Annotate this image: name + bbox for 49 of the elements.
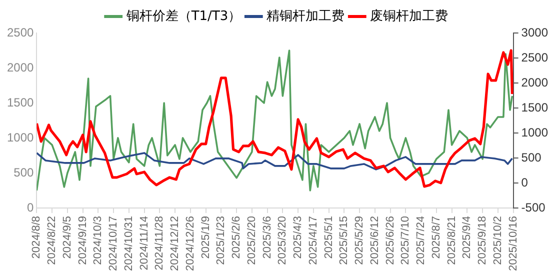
x-tick-label: 2025/10/16: [507, 216, 520, 272]
x-tick-label: 2025/8/7: [430, 216, 442, 259]
x-tick-label: 2025/7/24: [415, 216, 428, 265]
x-tick-label: 2025/7/10: [400, 216, 412, 265]
y2-tick-label: 500: [521, 150, 542, 164]
x-tick-label: 2024/12/12: [169, 216, 182, 272]
x-tick-label: 2025/6/26: [384, 216, 396, 265]
y-tick-label: 500: [14, 165, 34, 180]
y2-tick-label: 3000: [521, 25, 548, 40]
x-tick-label: 2024/10/17: [108, 216, 120, 272]
y-tick-label: 1000: [6, 130, 34, 144]
y2-tick-label: 2000: [521, 75, 548, 90]
x-tick-label: 2024/9/19: [76, 216, 89, 265]
x-tick-label: 2024/8/8: [30, 216, 43, 259]
y-tick-label: 1500: [6, 95, 34, 110]
x-tick-label: 2025/5/15: [338, 216, 350, 265]
x-tick-label: 2025/4/3: [292, 216, 304, 259]
legend-label: 精铜杆加工费: [266, 8, 345, 24]
x-tick-label: 2025/2/20: [246, 216, 258, 265]
x-tick-label: 2025/9/18: [476, 216, 489, 265]
y2-tick-label: 1000: [521, 125, 548, 140]
x-tick-label: 2024/10/31: [122, 216, 135, 272]
y-tick-label: 0: [27, 200, 34, 214]
y-tick-label: 2500: [6, 25, 34, 40]
x-tick-label: 2025/2/6: [230, 216, 243, 259]
y2-tick-label: 1500: [521, 100, 548, 114]
x-tick-label: 2024/11/28: [154, 216, 166, 270]
x-tick-label: 2024/9/5: [61, 216, 74, 259]
y2-tick-label: -500: [521, 200, 546, 214]
y2-tick-label: 0: [521, 175, 528, 190]
x-tick-label: 2025/9/4: [461, 216, 474, 259]
x-tick-label: 2025/3/6: [261, 216, 274, 259]
x-tick-label: 2025/8/21: [446, 216, 458, 265]
x-tick-label: 2025/5/1: [322, 216, 335, 259]
y-tick-label: 2000: [6, 60, 34, 74]
x-tick-label: 2025/5/29: [354, 216, 366, 265]
x-tick-label: 2024/11/14: [138, 216, 150, 270]
x-tick-label: 2025/10/2: [492, 216, 504, 265]
legend-label: 铜杆价差（T1/T3）: [125, 8, 242, 24]
x-tick-label: 2025/6/12: [368, 216, 381, 265]
x-tick-label: 2024/12/26: [184, 216, 196, 272]
x-tick-label: 2025/4/17: [307, 216, 320, 265]
x-tick-label: 2025/1/9: [200, 216, 212, 259]
x-tick-label: 2024/10/3: [92, 216, 104, 265]
x-tick-label: 2025/3/20: [276, 216, 289, 265]
x-tick-label: 2025/1/23: [215, 216, 228, 265]
x-tick-label: 2024/8/22: [46, 216, 58, 265]
legend-label: 废铜杆加工费: [370, 8, 448, 24]
y2-tick-label: 2500: [521, 50, 548, 64]
